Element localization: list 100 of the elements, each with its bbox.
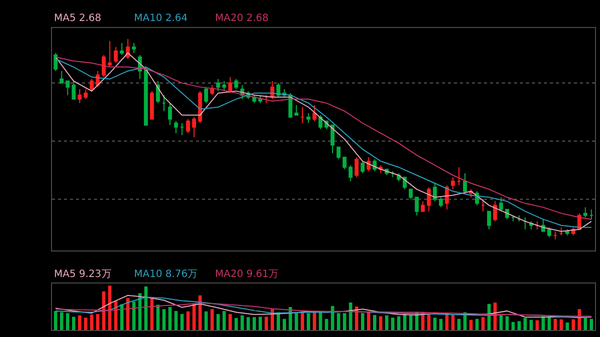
bar <box>168 306 172 330</box>
bar <box>511 322 515 330</box>
candlestick <box>559 226 564 236</box>
bar <box>566 322 569 330</box>
candlestick <box>216 78 220 92</box>
bar <box>391 318 394 330</box>
candlestick <box>426 186 431 212</box>
candlestick <box>493 200 498 222</box>
bar <box>481 317 485 330</box>
bar <box>84 318 88 330</box>
candlestick <box>408 188 413 200</box>
text: MA20 2.68 <box>215 13 269 24</box>
candlestick <box>330 124 334 154</box>
candlestick <box>162 94 166 112</box>
bar <box>138 293 142 330</box>
candlestick <box>414 196 419 216</box>
bar <box>120 304 124 330</box>
candlestick <box>456 166 461 186</box>
bar <box>288 306 292 330</box>
candlestick <box>228 76 232 94</box>
candlestick <box>174 120 178 134</box>
bar <box>198 295 202 330</box>
series-label: MA10 8.76万 <box>134 269 198 280</box>
bar <box>409 315 412 330</box>
candlestick <box>186 118 190 134</box>
bar <box>78 315 82 330</box>
candlestick <box>438 196 443 208</box>
candlestick <box>360 160 365 174</box>
bar <box>584 318 588 330</box>
bar <box>264 316 268 330</box>
candlestick <box>306 112 310 124</box>
bar <box>548 317 551 330</box>
bar <box>560 319 563 330</box>
candlestick <box>72 80 76 100</box>
candlestick <box>264 94 268 104</box>
bar <box>385 315 388 330</box>
candlestick <box>204 86 208 104</box>
bar <box>354 306 358 330</box>
candlestick <box>276 82 280 98</box>
candlestick <box>462 172 467 194</box>
bar <box>72 316 76 330</box>
bar <box>54 310 58 330</box>
bar <box>499 315 503 330</box>
candlestick <box>432 182 437 202</box>
bar <box>114 301 118 330</box>
candlestick <box>481 198 485 212</box>
candlestick <box>150 90 154 120</box>
candlestick <box>108 40 112 68</box>
bar <box>66 313 70 330</box>
bar <box>590 318 594 330</box>
bar <box>246 317 250 330</box>
candlestick <box>342 156 347 170</box>
bar <box>397 316 400 330</box>
bar <box>306 313 310 330</box>
bar <box>373 314 376 330</box>
candlestick <box>589 208 594 220</box>
candlestick <box>60 70 64 84</box>
candlestick <box>180 122 184 136</box>
candlestick <box>192 116 196 138</box>
candlestick <box>156 80 160 104</box>
bar <box>536 320 539 330</box>
bar <box>240 315 244 330</box>
candlestick <box>565 228 570 236</box>
candlestick <box>144 66 148 126</box>
candlestick <box>487 210 492 230</box>
bar <box>108 286 112 330</box>
candlestick <box>420 200 425 212</box>
bar <box>379 316 382 330</box>
candlestick <box>102 54 106 78</box>
candlestick <box>78 88 82 104</box>
bar <box>348 302 352 330</box>
bar <box>222 310 226 330</box>
candlestick <box>348 164 353 182</box>
text: MA10 2.64 <box>134 13 188 24</box>
candlestick <box>354 156 359 178</box>
bar <box>60 312 64 330</box>
bar <box>258 316 262 330</box>
bar <box>204 311 208 330</box>
candlestick <box>120 42 124 56</box>
bar <box>216 314 220 330</box>
bar <box>102 291 106 330</box>
bar <box>336 313 340 330</box>
candlestick <box>366 156 371 172</box>
bar <box>162 309 166 330</box>
bar <box>457 318 461 330</box>
candlestick <box>553 230 558 240</box>
bar <box>210 309 214 330</box>
bar <box>234 318 238 330</box>
candlestick <box>300 106 304 124</box>
candlestick <box>234 78 238 90</box>
candlestick <box>210 84 214 96</box>
candlestick <box>499 196 504 212</box>
candlestick <box>336 146 341 160</box>
candlestick <box>511 214 516 222</box>
candlestick <box>372 158 377 172</box>
bar <box>186 311 190 330</box>
candlestick <box>294 104 298 116</box>
candlestick <box>168 102 172 126</box>
bar <box>524 318 527 330</box>
bar <box>96 314 100 330</box>
